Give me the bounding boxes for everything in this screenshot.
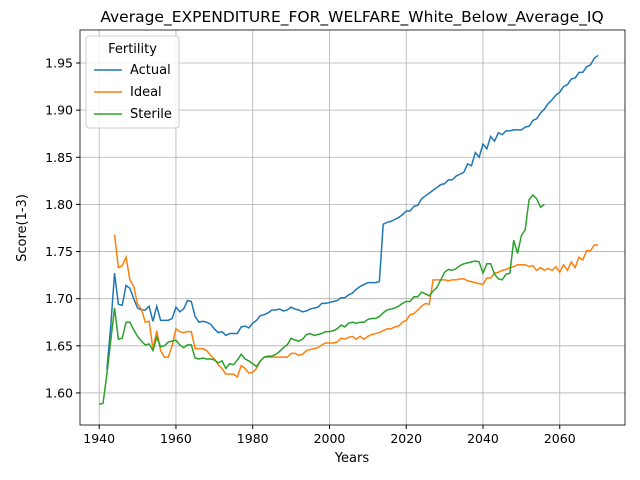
series-line	[99, 193, 545, 405]
legend-box	[85, 35, 180, 129]
legend-label: Actual	[130, 63, 171, 78]
y-tick-label: 1.80	[45, 197, 73, 212]
legend: Fertility Actual Ideal Sterile	[85, 35, 180, 129]
y-axis-label: Score(1-3)	[15, 194, 30, 262]
chart-title: Average_EXPENDITURE_FOR_WELFARE_White_Be…	[100, 8, 603, 27]
series-line	[106, 54, 599, 370]
y-tick-label: 1.95	[45, 55, 73, 70]
x-tick-label: 1980	[237, 431, 269, 446]
y-tick-label: 1.60	[45, 385, 73, 400]
y-tick-label: 1.90	[45, 103, 73, 118]
plot-frame	[79, 29, 626, 426]
legend-label: Sterile	[130, 107, 172, 122]
x-tick-label: 2040	[467, 431, 499, 446]
x-tick-label: 1960	[160, 431, 192, 446]
legend-title: Fertility	[108, 42, 157, 57]
series-line	[113, 234, 599, 379]
x-tick-label: 1940	[83, 431, 115, 446]
x-axis-label: Years	[334, 451, 370, 466]
y-tick-label: 1.85	[45, 150, 73, 165]
x-tick-label: 2060	[544, 431, 576, 446]
x-tick-label: 2000	[314, 431, 346, 446]
y-tick-label: 1.75	[45, 244, 73, 259]
y-tick-label: 1.70	[45, 291, 73, 306]
x-tick-label: 2020	[390, 431, 422, 446]
y-tick-label: 1.65	[45, 338, 73, 353]
legend-label: Ideal	[130, 85, 162, 100]
